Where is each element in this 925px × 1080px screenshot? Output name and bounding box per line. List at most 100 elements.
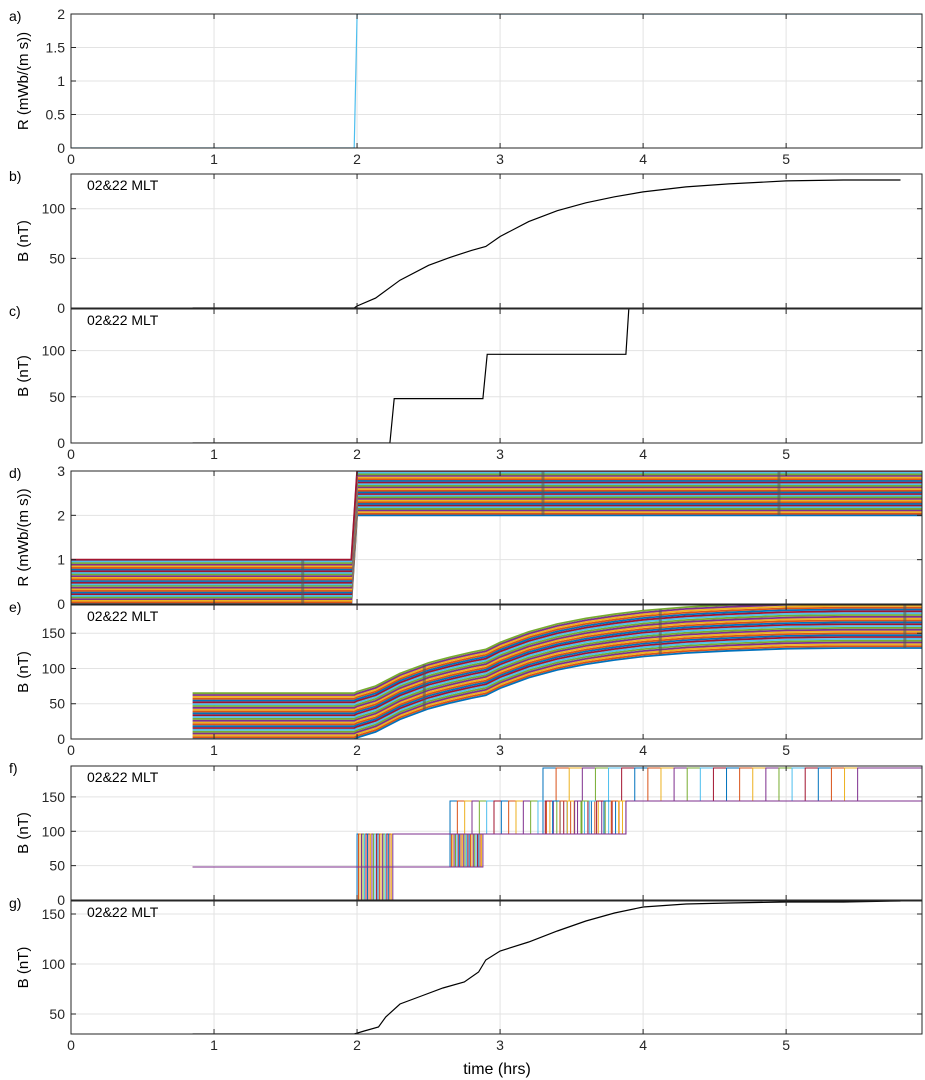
step-line-lower-23 — [192, 800, 922, 900]
plot-area-a — [71, 14, 922, 148]
step-line-upper-6 — [192, 767, 922, 868]
band-line-e-21 — [192, 608, 922, 702]
y-tick-label-d-0: 0 — [57, 596, 65, 612]
step-line-lower-10 — [192, 800, 922, 900]
band-line-e-3 — [192, 641, 922, 735]
band-line-e-13 — [192, 623, 922, 717]
band-line-e-20 — [192, 610, 922, 704]
step-line-lower-14 — [192, 800, 922, 900]
axes-box-e — [70, 604, 923, 740]
plot-area-b — [192, 179, 901, 308]
annotation-mlt-e: 02&22 MLT — [87, 608, 159, 624]
y-tick-label-d-3: 3 — [57, 463, 65, 479]
band-line-e-0 — [192, 647, 922, 739]
x-tick-label-e-0: 0 — [67, 742, 75, 758]
band-line-e-23 — [192, 605, 922, 698]
step-line-upper-15 — [192, 767, 922, 868]
panel-label-e: e) — [9, 599, 21, 615]
y-tick-label-b-1: 50 — [49, 250, 65, 266]
x-tick-label-e-5: 5 — [782, 742, 790, 758]
step-line-upper-19 — [192, 767, 922, 868]
band-line-e-24 — [192, 605, 836, 696]
step-line-lower-9 — [192, 800, 922, 900]
step-line-lower-4 — [192, 800, 922, 900]
x-tick-label-a-3: 3 — [496, 151, 504, 167]
step-line-lower-21 — [192, 800, 922, 900]
step-line-lower-20 — [192, 800, 922, 900]
annotation-mlt-c: 02&22 MLT — [87, 312, 159, 328]
x-tick-label-a-5: 5 — [782, 151, 790, 167]
y-tick-label-c-2: 100 — [42, 343, 66, 359]
step-line-upper-10 — [192, 767, 922, 868]
y-axis-title-a: R (mWb/(m s)) — [15, 32, 32, 130]
step-line-upper-9 — [192, 767, 922, 868]
y-tick-label-f-0: 0 — [57, 892, 65, 908]
panel-b: 0 50 100 b) B (nT) 02&22 MLT — [9, 168, 923, 316]
x-tick-label-a-1: 1 — [210, 151, 218, 167]
y-tick-label-g-2: 150 — [42, 906, 66, 922]
x-tick-label-c-0: 0 — [67, 446, 75, 462]
y-tick-label-g-0: 50 — [49, 1006, 65, 1022]
band-line-e-16 — [192, 617, 922, 711]
panel-label-b: b) — [9, 168, 21, 184]
step-line-lower-11 — [192, 800, 922, 900]
band-line-e-9 — [192, 630, 922, 724]
y-tick-label-e-1: 50 — [49, 696, 65, 712]
x-tick-label-g-1: 1 — [210, 1037, 218, 1053]
y-tick-label-c-1: 50 — [49, 389, 65, 405]
step-line-lower-18 — [192, 800, 922, 900]
x-tick-label-e-3: 3 — [496, 742, 504, 758]
annotation-mlt-b: 02&22 MLT — [87, 177, 159, 193]
y-tick-label-c-0: 0 — [57, 435, 65, 451]
band-line-e-14 — [192, 621, 922, 715]
annotation-mlt-f: 02&22 MLT — [87, 769, 159, 785]
panel-label-f: f) — [9, 760, 18, 776]
step-line-upper-13 — [192, 767, 922, 868]
x-tick-label-a-2: 2 — [353, 151, 361, 167]
x-tick-label-c-3: 3 — [496, 446, 504, 462]
step-line-lower-0 — [192, 800, 922, 900]
band-line-d-27 — [71, 471, 922, 561]
band-line-e-22 — [192, 606, 922, 700]
step-line-lower-16 — [192, 800, 922, 900]
step-line-upper-7 — [192, 767, 922, 868]
y-tick-label-g-1: 100 — [42, 956, 66, 972]
step-line-lower-13 — [192, 800, 922, 900]
band-line-e-1 — [192, 645, 922, 739]
x-tick-label-e-1: 1 — [210, 742, 218, 758]
step-line-upper-14 — [192, 767, 922, 868]
step-line-lower-2 — [192, 800, 922, 900]
step-line-upper-2 — [192, 767, 922, 868]
band-line-e-19 — [192, 612, 922, 706]
x-tick-label-c-2: 2 — [353, 446, 361, 462]
band-line-e-18 — [192, 614, 922, 707]
axes-box-f — [70, 765, 923, 901]
y-tick-label-f-3: 150 — [42, 789, 66, 805]
x-tick-label-g-3: 3 — [496, 1037, 504, 1053]
step-line-upper-17 — [192, 767, 922, 868]
step-line-upper-4 — [192, 767, 922, 868]
plot-area-c — [192, 309, 630, 443]
annotation-mlt-g: 02&22 MLT — [87, 904, 159, 920]
y-tick-label-a-0: 0 — [57, 140, 65, 156]
step-line-upper-24 — [192, 767, 922, 868]
x-axis-title: time (hrs) — [463, 1061, 531, 1078]
series-line-c-0 — [192, 309, 630, 443]
plot-area-e — [192, 605, 922, 739]
panel-g: 0 1 2 3 4 5 50 100 150 g) B (nT) 02&22 MLT — [9, 895, 923, 1053]
y-axis-title-e: B (nT) — [15, 651, 32, 693]
y-tick-label-f-1: 50 — [49, 858, 65, 874]
x-tick-label-g-2: 2 — [353, 1037, 361, 1053]
band-line-e-7 — [192, 634, 922, 728]
step-line-upper-23 — [192, 767, 922, 868]
x-tick-label-g-0: 0 — [67, 1037, 75, 1053]
y-tick-label-a-3: 1.5 — [46, 40, 66, 56]
step-line-upper-5 — [192, 767, 922, 868]
x-tick-label-c-4: 4 — [639, 446, 647, 462]
y-tick-label-a-1: 0.5 — [46, 107, 66, 123]
y-axis-title-b: B (nT) — [15, 220, 32, 262]
y-tick-label-e-3: 150 — [42, 625, 66, 641]
band-line-e-10 — [192, 628, 922, 722]
x-tick-label-g-4: 4 — [639, 1037, 647, 1053]
series-line-g-0 — [192, 901, 901, 1034]
